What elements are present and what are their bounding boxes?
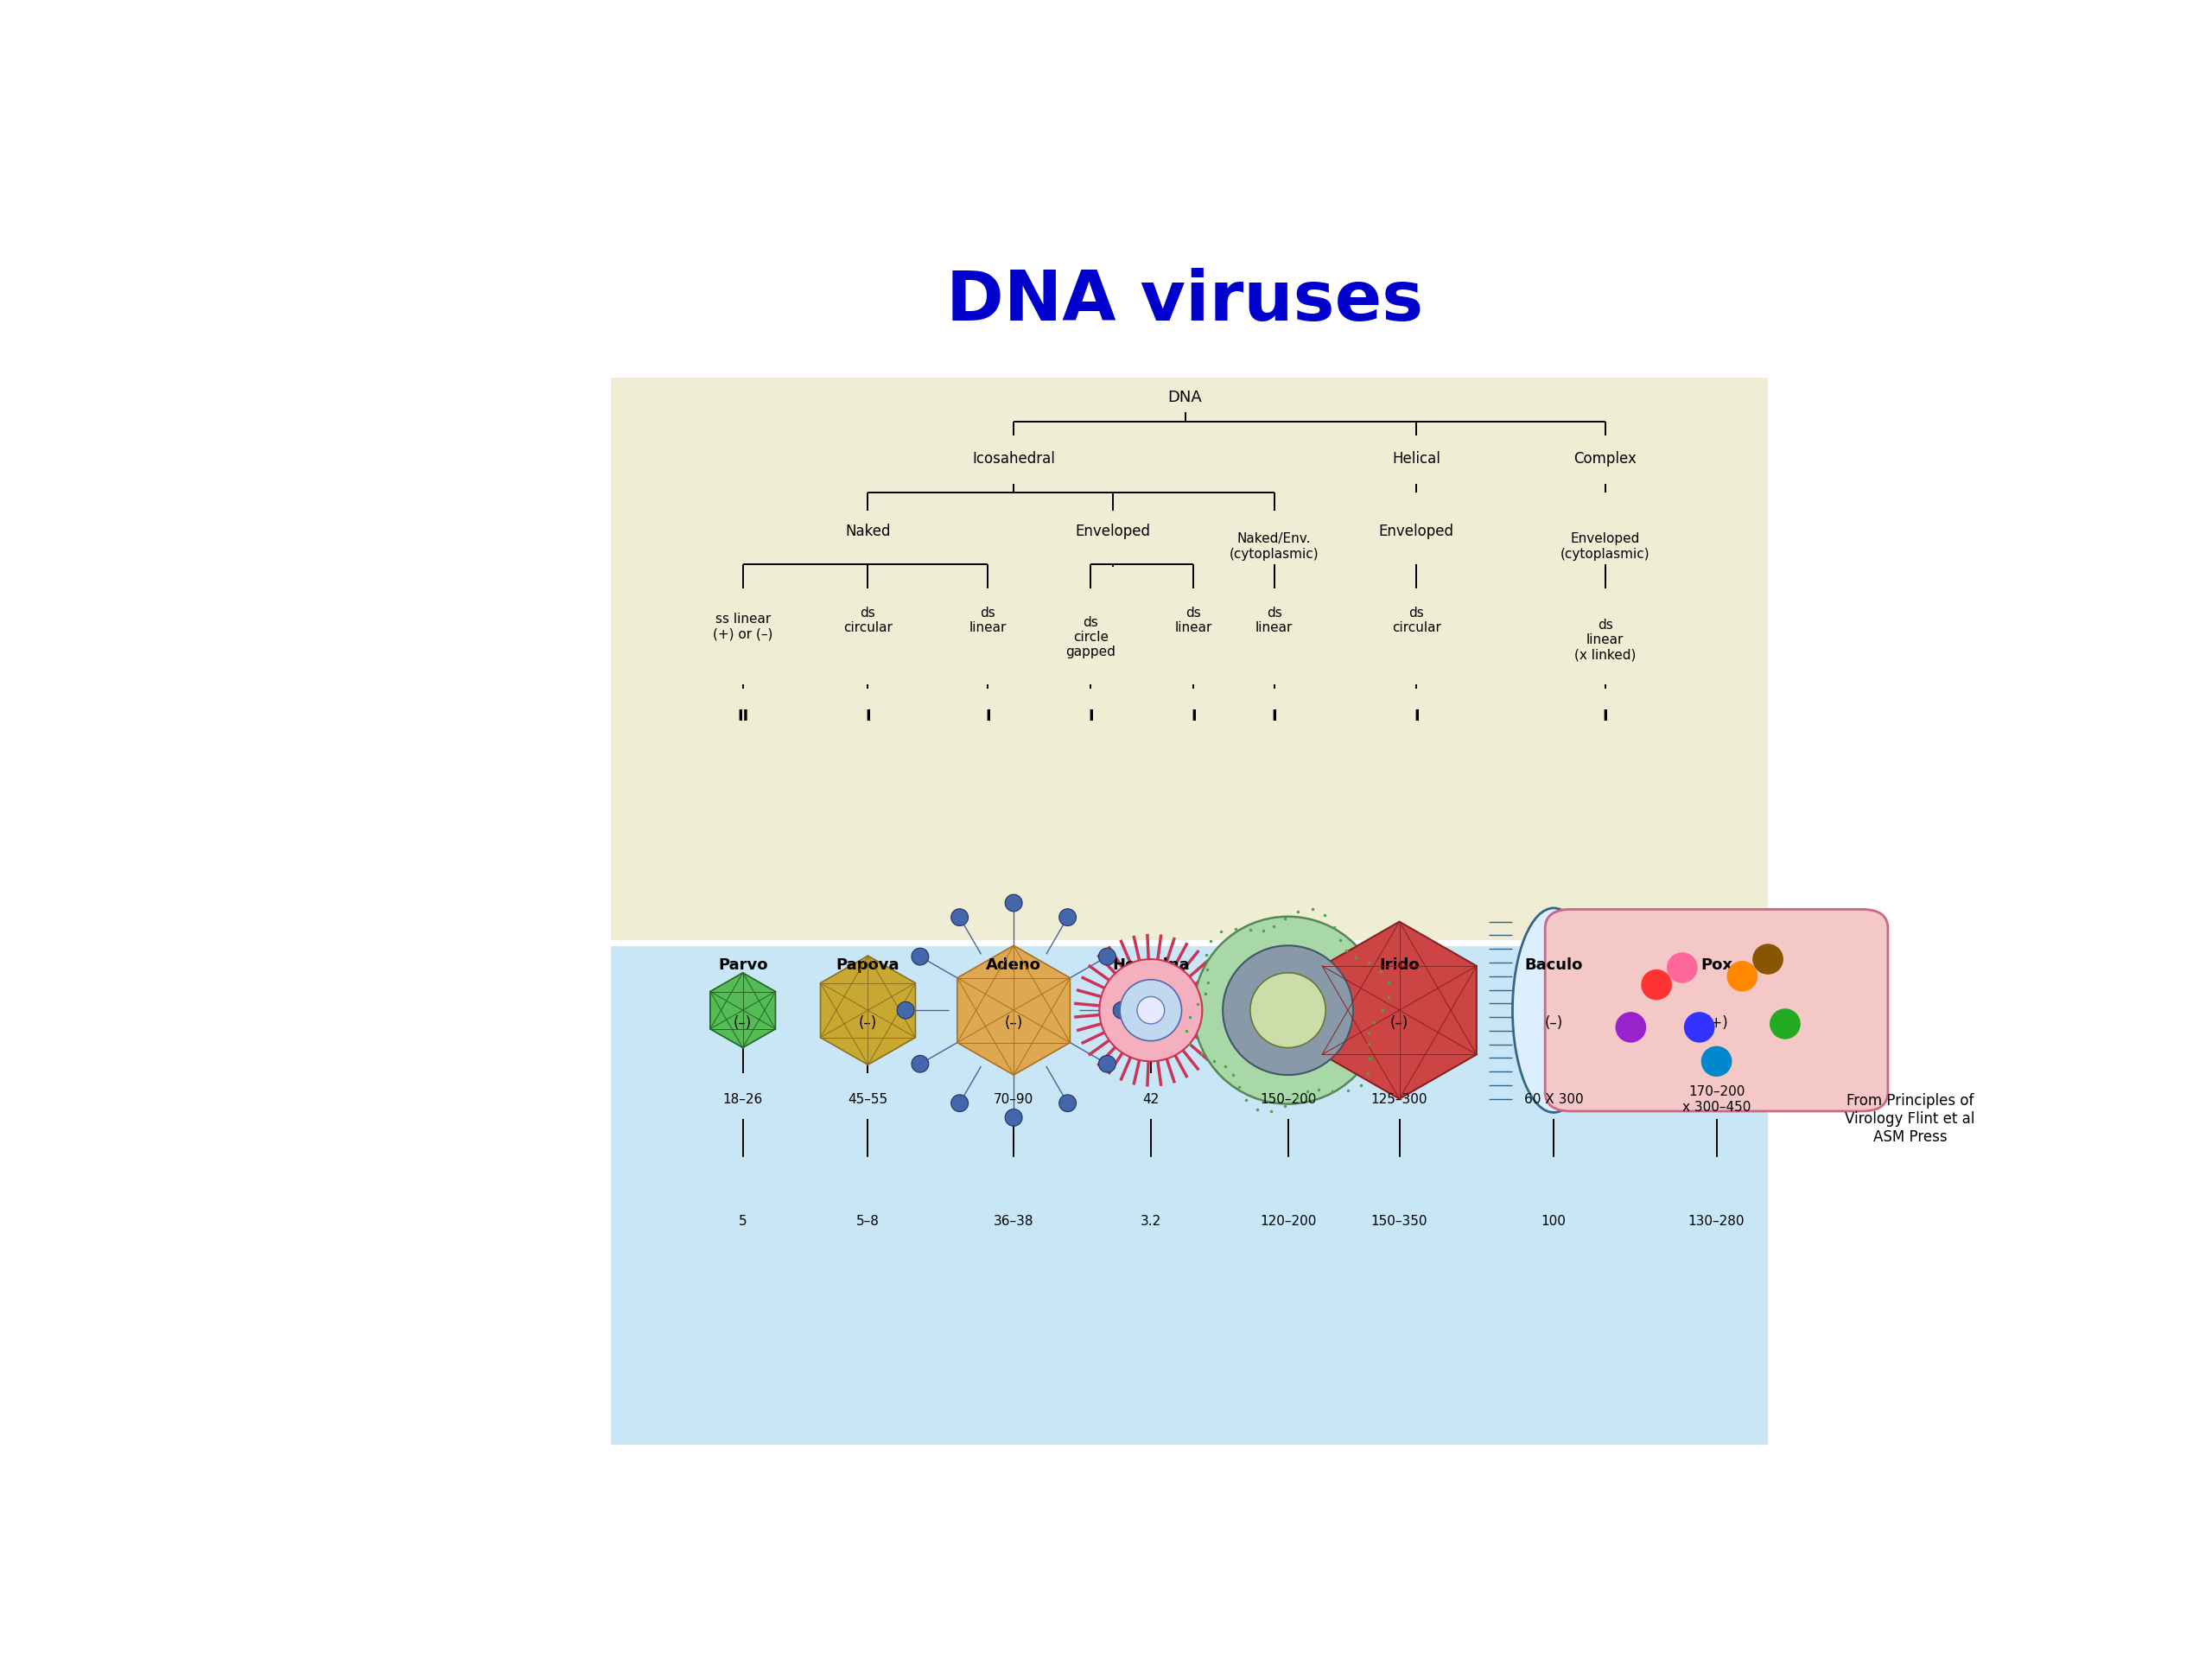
Text: 5–8: 5–8: [856, 1214, 880, 1228]
Text: Enveloped: Enveloped: [1075, 524, 1150, 539]
Text: Enveloped: Enveloped: [1378, 524, 1453, 539]
Ellipse shape: [1004, 1108, 1022, 1126]
Text: 60 X 300: 60 X 300: [1524, 1093, 1584, 1107]
Ellipse shape: [1701, 1047, 1732, 1077]
Ellipse shape: [911, 1055, 929, 1072]
Text: Helical: Helical: [1391, 451, 1440, 466]
Text: Hepadna: Hepadna: [1113, 957, 1190, 974]
Text: (–): (–): [1279, 1015, 1296, 1030]
Ellipse shape: [951, 1095, 969, 1112]
Text: (+): (+): [1139, 1015, 1161, 1030]
Ellipse shape: [1194, 916, 1382, 1103]
Polygon shape: [958, 946, 1071, 1075]
Text: Parvo: Parvo: [719, 957, 768, 974]
Ellipse shape: [1099, 947, 1115, 966]
Text: Herpes: Herpes: [1256, 957, 1318, 974]
Text: ds
circle
gapped: ds circle gapped: [1066, 615, 1115, 659]
Text: 70–90: 70–90: [993, 1093, 1033, 1107]
Text: Icosahedral: Icosahedral: [973, 451, 1055, 466]
Ellipse shape: [1728, 961, 1759, 992]
Text: 170–200
x 300–450: 170–200 x 300–450: [1681, 1085, 1752, 1113]
Text: (–): (–): [734, 1015, 752, 1030]
Text: 150–200: 150–200: [1259, 1093, 1316, 1107]
Ellipse shape: [1683, 1012, 1714, 1042]
Ellipse shape: [1615, 1012, 1646, 1042]
Text: (–): (–): [1389, 1015, 1409, 1030]
Ellipse shape: [1641, 969, 1672, 1000]
Text: Irido: Irido: [1380, 957, 1420, 974]
Text: Complex: Complex: [1573, 451, 1637, 466]
Text: DNA: DNA: [1168, 390, 1203, 405]
Ellipse shape: [1668, 952, 1697, 984]
Ellipse shape: [1770, 1009, 1801, 1039]
Text: ds
linear
(x linked): ds linear (x linked): [1575, 619, 1637, 662]
Text: I: I: [1190, 708, 1197, 725]
Bar: [611, 946, 1767, 1445]
Ellipse shape: [951, 909, 969, 926]
Text: I: I: [1272, 708, 1276, 725]
Text: Pox: Pox: [1701, 957, 1732, 974]
Text: 150–350: 150–350: [1371, 1214, 1427, 1228]
Ellipse shape: [1099, 959, 1203, 1062]
Polygon shape: [821, 956, 916, 1065]
Text: (–): (–): [1544, 1015, 1564, 1030]
Text: DNA viruses: DNA viruses: [947, 267, 1425, 335]
Text: ss linear
(+) or (–): ss linear (+) or (–): [712, 614, 772, 640]
Text: Naked: Naked: [845, 524, 891, 539]
Ellipse shape: [1113, 1002, 1130, 1019]
Text: Papova: Papova: [836, 957, 900, 974]
Text: II: II: [737, 708, 748, 725]
Ellipse shape: [1060, 1095, 1077, 1112]
Ellipse shape: [1099, 1055, 1115, 1072]
Text: ds
circular: ds circular: [843, 607, 891, 635]
Ellipse shape: [911, 947, 929, 966]
Ellipse shape: [1752, 944, 1783, 974]
Ellipse shape: [1223, 946, 1354, 1075]
Text: Enveloped
(cytoplasmic): Enveloped (cytoplasmic): [1559, 533, 1650, 561]
Text: 45–55: 45–55: [847, 1093, 887, 1107]
Text: Naked/Env.
(cytoplasmic): Naked/Env. (cytoplasmic): [1230, 533, 1318, 561]
FancyBboxPatch shape: [1546, 909, 1889, 1112]
Text: (–): (–): [858, 1015, 878, 1030]
Text: ds
linear: ds linear: [969, 607, 1006, 635]
Text: Baculo: Baculo: [1524, 957, 1584, 974]
Text: ds
circular: ds circular: [1391, 607, 1440, 635]
Text: 42: 42: [1141, 1093, 1159, 1107]
Text: I: I: [1413, 708, 1420, 725]
Ellipse shape: [1004, 894, 1022, 911]
Polygon shape: [710, 972, 776, 1048]
Text: ds
linear: ds linear: [1175, 607, 1212, 635]
Text: 120–200: 120–200: [1259, 1214, 1316, 1228]
Text: (+): (+): [1705, 1015, 1728, 1030]
Text: (–): (–): [1004, 1015, 1022, 1030]
Text: 125–300: 125–300: [1371, 1093, 1427, 1107]
Text: From Principles of
Virology Flint et al
ASM Press: From Principles of Virology Flint et al …: [1845, 1093, 1975, 1145]
Text: I: I: [1601, 708, 1608, 725]
Text: 3.2: 3.2: [1141, 1214, 1161, 1228]
Ellipse shape: [898, 1002, 914, 1019]
Text: 36–38: 36–38: [993, 1214, 1033, 1228]
Ellipse shape: [1250, 972, 1325, 1048]
Ellipse shape: [1513, 907, 1595, 1113]
Polygon shape: [1323, 922, 1478, 1098]
Text: I: I: [1088, 708, 1093, 725]
Bar: [611, 378, 1767, 941]
Text: I: I: [984, 708, 991, 725]
Text: Adeno: Adeno: [987, 957, 1042, 974]
Text: 130–280: 130–280: [1688, 1214, 1745, 1228]
Ellipse shape: [1060, 909, 1077, 926]
Ellipse shape: [1137, 997, 1164, 1024]
Text: 5: 5: [739, 1214, 748, 1228]
Ellipse shape: [1119, 979, 1181, 1040]
Text: 18–26: 18–26: [723, 1093, 763, 1107]
Text: 100: 100: [1542, 1214, 1566, 1228]
Text: ds
linear: ds linear: [1256, 607, 1294, 635]
Text: I: I: [865, 708, 872, 725]
